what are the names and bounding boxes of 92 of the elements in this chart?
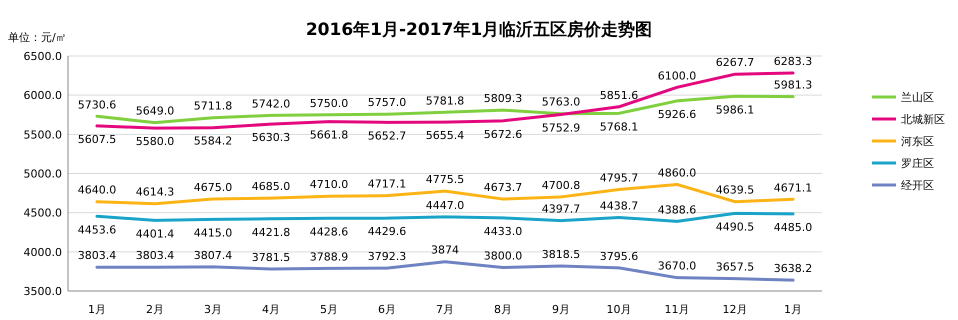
data-label: 4795.7 xyxy=(600,172,638,185)
x-tick-label: 12月 xyxy=(722,303,748,316)
x-tick-label: 7月 xyxy=(436,303,454,316)
data-label: 4415.0 xyxy=(194,226,232,240)
legend-label: 经开区 xyxy=(901,179,934,192)
data-label: 5768.1 xyxy=(600,120,638,134)
data-label: 4775.5 xyxy=(426,173,464,186)
data-label: 4700.8 xyxy=(542,178,580,192)
data-label: 4485.0 xyxy=(774,220,812,234)
data-label: 5986.1 xyxy=(716,103,754,116)
data-label: 4421.8 xyxy=(252,226,290,239)
data-label: 3803.4 xyxy=(136,249,174,262)
x-tick-label: 5月 xyxy=(320,303,338,316)
x-tick-label: 11月 xyxy=(664,303,690,316)
data-label: 4685.0 xyxy=(252,180,290,194)
legend-label: 罗庄区 xyxy=(901,157,934,170)
data-label: 5851.6 xyxy=(600,88,638,102)
data-label: 5752.9 xyxy=(542,122,580,135)
x-tick-label: 2月 xyxy=(146,303,164,316)
data-label: 5763.0 xyxy=(542,96,580,109)
data-label: 3795.6 xyxy=(600,250,638,263)
data-label: 3657.5 xyxy=(716,260,754,274)
data-label: 4438.7 xyxy=(600,199,638,212)
data-label: 4675.0 xyxy=(194,180,232,194)
x-tick-label: 6月 xyxy=(378,303,396,316)
data-label: 4429.6 xyxy=(368,225,406,238)
data-label: 4710.0 xyxy=(310,178,348,192)
data-label: 5630.3 xyxy=(252,131,290,144)
data-label: 5607.5 xyxy=(78,132,116,146)
data-label: 5981.3 xyxy=(774,78,812,92)
data-label: 3670.0 xyxy=(658,260,696,273)
data-label: 4614.3 xyxy=(136,186,174,199)
data-label: 3818.5 xyxy=(542,248,580,262)
data-label: 4671.1 xyxy=(774,181,812,194)
x-tick-label: 9月 xyxy=(552,303,570,316)
data-label: 3638.2 xyxy=(774,262,812,276)
y-tick-label: 5000.0 xyxy=(24,168,62,180)
x-tick-label: 10月 xyxy=(606,303,632,316)
data-label: 4401.4 xyxy=(136,227,174,240)
data-label: 5750.0 xyxy=(310,96,348,110)
data-label: 6283.3 xyxy=(774,54,812,68)
data-label: 5652.7 xyxy=(368,129,406,142)
data-label: 5655.4 xyxy=(426,129,464,142)
data-label: 4639.5 xyxy=(716,184,754,197)
y-tick-label: 4500.0 xyxy=(24,206,62,220)
x-tick-label: 3月 xyxy=(204,303,222,316)
data-label: 4388.6 xyxy=(658,203,696,216)
data-label: 4717.1 xyxy=(368,178,406,191)
data-label: 5757.0 xyxy=(368,96,406,110)
y-tick-label: 6000.0 xyxy=(24,89,62,102)
data-label: 5730.6 xyxy=(78,98,116,112)
data-label: 4397.7 xyxy=(542,202,580,216)
y-axis-title: 单位：元/㎡ xyxy=(8,31,67,44)
data-label: 5649.0 xyxy=(136,104,174,118)
data-label: 3800.0 xyxy=(484,250,522,262)
data-label: 3792.3 xyxy=(368,250,406,264)
legend-label: 兰山区 xyxy=(901,91,934,104)
x-tick-label: 4月 xyxy=(262,303,280,316)
y-tick-label: 4000.0 xyxy=(24,246,62,259)
data-label: 4453.6 xyxy=(78,223,116,236)
data-label: 5661.8 xyxy=(310,128,348,142)
data-label: 4860.0 xyxy=(658,166,696,180)
data-label: 3781.5 xyxy=(252,250,290,264)
y-tick-label: 5500.0 xyxy=(24,128,62,142)
x-tick-label: 8月 xyxy=(494,303,512,316)
data-label: 5580.0 xyxy=(136,135,174,148)
chart-title: 2016年1月-2017年1月临沂五区房价走势图 xyxy=(306,20,652,40)
data-label: 4428.6 xyxy=(310,225,348,238)
data-label: 4490.5 xyxy=(716,220,754,234)
x-tick-label: 1月 xyxy=(784,303,802,316)
legend-label: 河东区 xyxy=(901,135,934,148)
data-label: 5672.6 xyxy=(484,128,522,141)
y-tick-label: 3500.0 xyxy=(24,285,62,298)
data-label: 3874 xyxy=(431,244,459,257)
data-label: 4673.7 xyxy=(484,181,522,194)
legend-label: 北城新区 xyxy=(901,113,945,126)
data-label: 3788.9 xyxy=(310,250,348,264)
data-label: 5711.8 xyxy=(194,100,232,113)
y-tick-label: 6500.0 xyxy=(24,50,62,63)
data-label: 5742.0 xyxy=(252,97,290,110)
data-label: 5584.2 xyxy=(194,134,232,148)
data-label: 3803.4 xyxy=(78,249,116,262)
data-label: 4433.0 xyxy=(484,224,522,238)
data-label: 5809.3 xyxy=(484,92,522,106)
data-label: 5926.6 xyxy=(658,108,696,121)
data-label: 4640.0 xyxy=(78,184,116,197)
x-tick-label: 1月 xyxy=(88,303,106,316)
data-label: 6100.0 xyxy=(658,69,696,82)
data-label: 4447.0 xyxy=(426,198,464,212)
data-label: 3807.4 xyxy=(194,248,232,262)
data-label: 5781.8 xyxy=(426,94,464,108)
data-label: 6267.7 xyxy=(716,56,754,70)
